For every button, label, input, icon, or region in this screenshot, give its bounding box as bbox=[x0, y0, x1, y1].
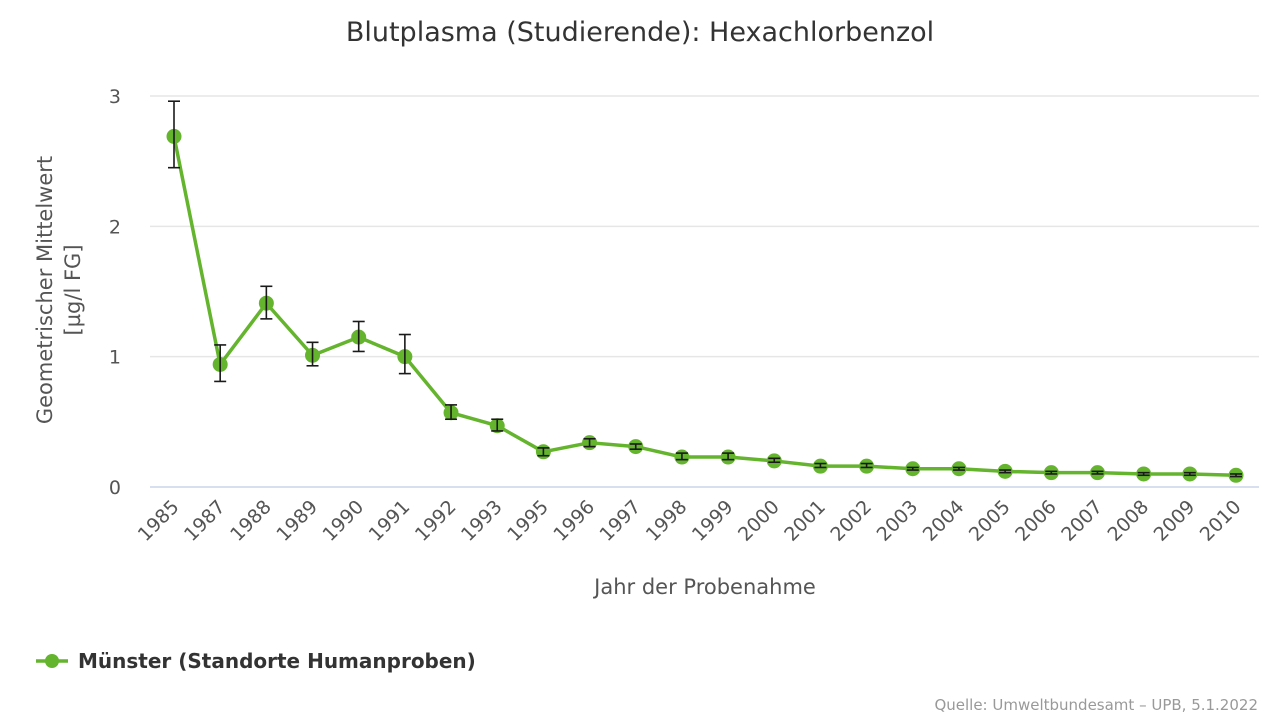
legend-label: Münster (Standorte Humanproben) bbox=[78, 649, 476, 673]
x-tick-label: 2010 bbox=[1196, 496, 1246, 546]
y-axis-label-line1: Geometrischer Mittelwert bbox=[33, 156, 57, 424]
data-points bbox=[166, 128, 1244, 483]
error-bar-2008 bbox=[1137, 471, 1150, 477]
source-credit: Quelle: Umweltbundesamt – UPB, 5.1.2022 bbox=[934, 696, 1258, 714]
x-tick-label: 2008 bbox=[1103, 496, 1153, 546]
y-axis-label-line2: [µg/l FG] bbox=[61, 244, 85, 335]
x-axis-ticks: 1985198719881989199019911992199319951996… bbox=[134, 496, 1246, 546]
x-tick-label: 1999 bbox=[688, 496, 738, 546]
error-bar-1993 bbox=[491, 418, 504, 432]
x-tick-label: 2009 bbox=[1150, 496, 1200, 546]
error-bar-1995 bbox=[537, 447, 550, 457]
series-line bbox=[172, 136, 1237, 478]
error-bar-2006 bbox=[1045, 470, 1058, 475]
x-tick-label: 1987 bbox=[180, 496, 230, 546]
error-bar-2003 bbox=[906, 466, 919, 471]
x-tick-label: 1993 bbox=[457, 496, 507, 546]
x-tick-label: 1991 bbox=[365, 496, 415, 546]
error-bar-1990 bbox=[352, 320, 365, 353]
x-tick-label: 2003 bbox=[873, 496, 923, 546]
error-bar-1989 bbox=[306, 341, 319, 367]
x-tick-label: 1995 bbox=[503, 496, 553, 546]
x-tick-label: 1997 bbox=[596, 496, 646, 546]
error-bar-1997 bbox=[629, 443, 642, 451]
error-bar-1991 bbox=[398, 333, 411, 375]
error-bar-1998 bbox=[675, 452, 688, 461]
x-tick-label: 1988 bbox=[226, 496, 276, 546]
x-tick-label: 1996 bbox=[549, 496, 599, 546]
y-tick-label: 0 bbox=[109, 477, 121, 499]
error-bar-2007 bbox=[1091, 470, 1104, 475]
x-axis-label: Jahr der Probenahme bbox=[592, 575, 816, 599]
error-bar-1988 bbox=[260, 285, 273, 320]
chart-grid bbox=[150, 95, 1259, 358]
error-bar-2000 bbox=[768, 457, 781, 464]
chart-title: Blutplasma (Studierende): Hexachlorbenzo… bbox=[346, 17, 934, 48]
error-bar-1985 bbox=[168, 100, 180, 169]
x-tick-label: 1990 bbox=[318, 496, 368, 546]
error-bar-1992 bbox=[445, 404, 458, 421]
x-tick-label: 2007 bbox=[1057, 496, 1107, 546]
error-bar-1987 bbox=[214, 344, 227, 383]
legend-marker bbox=[45, 654, 59, 668]
series-muenster bbox=[166, 100, 1244, 483]
legend[interactable]: Münster (Standorte Humanproben) bbox=[36, 649, 476, 673]
x-tick-label: 2005 bbox=[965, 496, 1015, 546]
x-tick-label: 1989 bbox=[272, 496, 322, 546]
y-axis-ticks: 0 1 2 3 bbox=[109, 86, 121, 499]
x-tick-label: 2006 bbox=[1011, 496, 1061, 546]
x-tick-label: 2002 bbox=[826, 496, 876, 546]
y-tick-label: 1 bbox=[109, 347, 121, 369]
error-bar-2010 bbox=[1230, 473, 1242, 478]
y-tick-label: 3 bbox=[109, 86, 121, 108]
error-bar-2005 bbox=[999, 469, 1012, 474]
x-tick-label: 1985 bbox=[134, 496, 184, 546]
error-bar-1999 bbox=[722, 452, 735, 461]
error-bar-2009 bbox=[1183, 471, 1196, 477]
error-bar-1996 bbox=[583, 437, 596, 448]
x-tick-label: 2000 bbox=[734, 496, 784, 546]
y-tick-label: 2 bbox=[109, 216, 121, 238]
error-bar-2001 bbox=[814, 462, 827, 469]
x-tick-label: 1992 bbox=[411, 496, 461, 546]
x-tick-label: 2001 bbox=[780, 496, 830, 546]
error-bar-2004 bbox=[952, 466, 965, 471]
x-tick-label: 2004 bbox=[919, 496, 969, 546]
error-bars bbox=[168, 100, 1242, 478]
error-bar-2002 bbox=[860, 462, 873, 469]
x-tick-label: 1998 bbox=[642, 496, 692, 546]
